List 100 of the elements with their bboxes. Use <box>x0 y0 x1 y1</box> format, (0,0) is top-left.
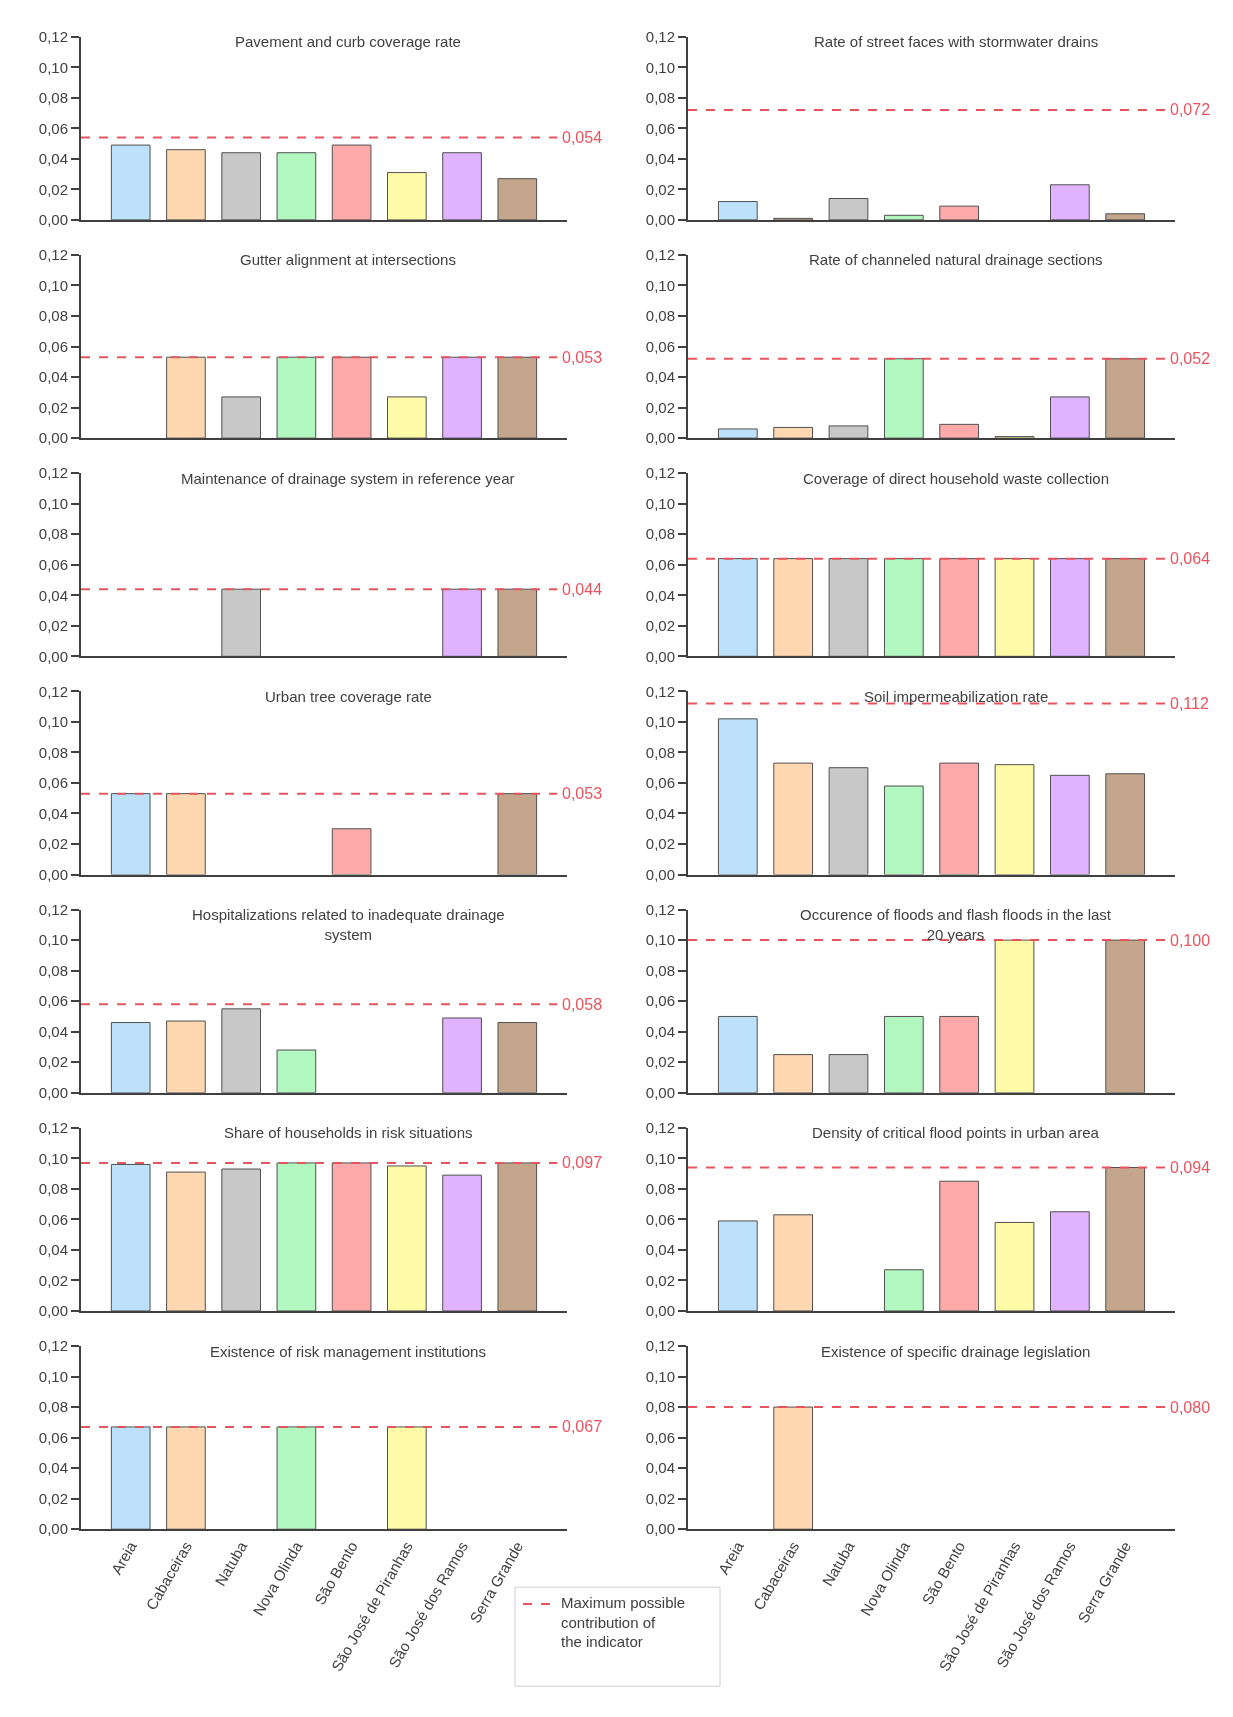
y-tick-label: 0,08 <box>38 525 68 543</box>
y-tick-label: 0,06 <box>38 337 68 355</box>
y-tick-label: 0,00 <box>645 865 675 883</box>
bar <box>110 144 151 220</box>
bar <box>939 205 980 220</box>
bar <box>773 762 814 875</box>
y-tick-label: 0,04 <box>38 1241 68 1259</box>
y-tick-label: 0,08 <box>645 89 675 107</box>
bar <box>221 1168 261 1311</box>
ref-line-label: 0,064 <box>1170 550 1211 567</box>
chart-title: Hospitalizations related to inadequate drainage system <box>192 906 505 943</box>
y-tick-label: 0,12 <box>645 246 675 264</box>
bar <box>883 214 924 220</box>
bar <box>939 1180 980 1311</box>
bar <box>1049 1211 1090 1311</box>
bar <box>166 149 206 220</box>
y-tick-label: 0,06 <box>645 992 675 1010</box>
y-tick-label: 0,00 <box>38 429 68 447</box>
y-tick-label: 0,08 <box>645 1180 675 1198</box>
y-tick-label: 0,00 <box>38 1302 68 1320</box>
bar <box>1105 1167 1146 1311</box>
bar <box>276 152 317 220</box>
chart-title: Maintenance of drainage system in reference year <box>181 470 515 487</box>
bar <box>773 1054 814 1093</box>
y-tick-label: 0,10 <box>38 58 68 76</box>
y-tick-label: 0,12 <box>38 900 68 918</box>
bar <box>442 1017 482 1093</box>
ref-line-label: 0,044 <box>562 581 603 598</box>
y-tick-label: 0,00 <box>38 211 68 229</box>
chart-title: Density of critical flood points in urban area <box>812 1124 1100 1141</box>
y-tick-label: 0,12 <box>38 464 68 482</box>
y-tick-label: 0,08 <box>38 961 68 979</box>
chart-title: Gutter alignment at intersections <box>240 251 456 268</box>
y-tick-label: 0,10 <box>38 713 68 731</box>
y-tick-label: 0,08 <box>38 89 68 107</box>
ref-line-label: 0,112 <box>1170 695 1209 712</box>
y-tick-label: 0,12 <box>645 900 675 918</box>
y-tick-label: 0,06 <box>38 992 68 1010</box>
bar <box>717 1220 758 1311</box>
y-tick-label: 0,10 <box>38 1367 68 1385</box>
bar <box>883 785 924 875</box>
y-tick-label: 0,04 <box>38 368 68 386</box>
y-tick-label: 0,10 <box>38 931 68 949</box>
bar <box>110 1163 151 1311</box>
bar <box>1105 939 1146 1093</box>
text: Maximum possible contribution of the indicator <box>561 1594 686 1650</box>
chart-title: Occurence of floods and flash floods in the last 20 years <box>800 906 1112 943</box>
chart-title: Pavement and curb coverage rate <box>235 33 461 50</box>
y-tick-label: 0,06 <box>38 1428 68 1446</box>
y-tick-label: 0,04 <box>38 1022 68 1040</box>
y-tick-label: 0,00 <box>38 1084 68 1102</box>
ref-line-label: 0,058 <box>562 996 603 1013</box>
bar <box>717 718 758 875</box>
y-tick-label: 0,04 <box>38 150 68 168</box>
bar <box>939 762 980 875</box>
bar <box>387 1165 427 1311</box>
y-tick-label: 0,08 <box>645 307 675 325</box>
y-tick-label: 0,02 <box>38 617 68 635</box>
y-tick-label: 0,08 <box>645 961 675 979</box>
chart-title: Existence of risk management institutions <box>210 1343 486 1360</box>
y-tick-label: 0,02 <box>645 1489 675 1507</box>
y-tick-label: 0,00 <box>645 647 675 665</box>
bar <box>994 939 1035 1093</box>
y-tick-label: 0,00 <box>38 1520 68 1538</box>
y-tick-label: 0,12 <box>645 1119 675 1137</box>
y-tick-label: 0,00 <box>38 865 68 883</box>
chart-title: Coverage of direct household waste collection <box>803 470 1110 487</box>
y-tick-label: 0,00 <box>38 647 68 665</box>
y-tick-label: 0,04 <box>645 150 675 168</box>
bar <box>828 425 869 439</box>
bar <box>773 426 814 439</box>
y-tick-label: 0,02 <box>645 617 675 635</box>
y-tick-label: 0,00 <box>645 211 675 229</box>
ref-line-label: 0,094 <box>1170 1159 1211 1176</box>
chart-title: Share of households in risk situations <box>224 1124 473 1141</box>
bar <box>994 764 1035 875</box>
y-tick-label: 0,00 <box>645 1520 675 1538</box>
bar <box>442 1174 482 1311</box>
chart-title: Existence of specific drainage legislation <box>821 1343 1091 1360</box>
chart-title: Rate of street faces with stormwater drains <box>814 33 1099 50</box>
ref-line-label: 0,100 <box>1170 932 1211 949</box>
bar <box>939 423 980 439</box>
bar <box>1049 396 1090 439</box>
y-tick-label: 0,00 <box>645 1084 675 1102</box>
y-tick-label: 0,12 <box>38 1119 68 1137</box>
ref-line-label: 0,054 <box>562 129 603 146</box>
bar <box>331 1162 372 1311</box>
bar <box>1105 358 1146 439</box>
bar <box>221 152 261 220</box>
y-tick-label: 0,06 <box>645 119 675 137</box>
y-tick-label: 0,10 <box>645 713 675 731</box>
y-tick-label: 0,08 <box>38 743 68 761</box>
bar <box>166 1171 206 1311</box>
y-tick-label: 0,08 <box>38 1398 68 1416</box>
bar <box>221 1008 261 1093</box>
y-tick-label: 0,12 <box>645 464 675 482</box>
bar <box>1105 773 1146 875</box>
y-tick-label: 0,06 <box>645 337 675 355</box>
y-tick-label: 0,06 <box>38 119 68 137</box>
bar <box>1049 774 1090 875</box>
